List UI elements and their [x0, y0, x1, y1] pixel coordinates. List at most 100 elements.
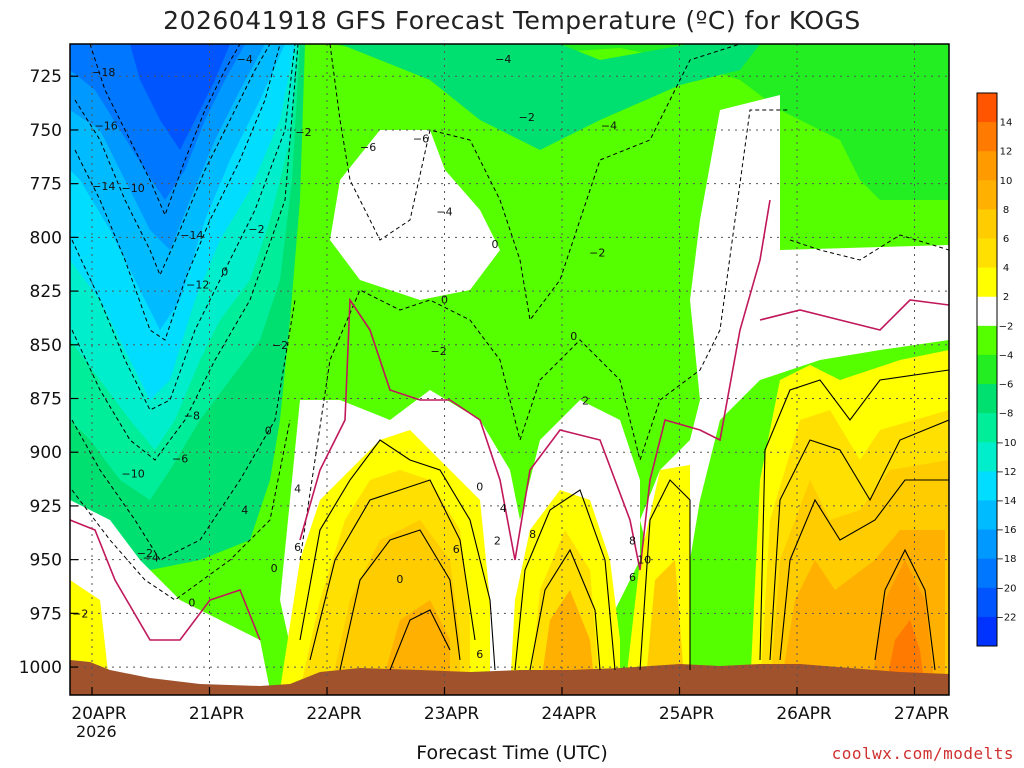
x-year-label: 2026 [76, 722, 117, 741]
colorbar-label: 14 [1000, 118, 1013, 129]
contour-zero-left [70, 519, 261, 641]
terrain-ground [70, 660, 949, 695]
contour-lines [70, 44, 949, 671]
contour-minus2-right [789, 234, 949, 261]
contour-label: 0 [265, 425, 272, 438]
colorbar-label: −4 [999, 350, 1014, 361]
contour-label: −16 [94, 120, 117, 133]
y-tick-label: 775 [30, 175, 62, 195]
contour-4-24apr [529, 548, 601, 671]
contour-label: −4 [143, 551, 159, 564]
colorbar-label: −6 [999, 380, 1014, 391]
contour-label: 6 [476, 648, 483, 661]
contour-label: 6 [453, 543, 460, 556]
contour-label: 0 [441, 294, 448, 307]
contour-label: −2 [72, 607, 88, 620]
contour-label: −4 [436, 206, 452, 219]
colorbar-label: 12 [1000, 147, 1013, 158]
contour-label: 0 [188, 597, 195, 610]
fill-white-23apr [330, 130, 500, 300]
y-tick-label: 900 [30, 443, 62, 463]
contour-label: −2 [137, 547, 153, 560]
colorbar-swatch [977, 558, 997, 589]
contour-zero-right [759, 299, 949, 331]
contour-6-26apr [779, 479, 949, 661]
contour-2-26apr [759, 369, 949, 661]
colorbar-swatch [977, 296, 997, 327]
colorbar-swatch [977, 587, 997, 618]
y-tick-label: 1000 [19, 658, 62, 678]
colorbar-swatch [977, 180, 997, 210]
colorbar-swatch [977, 413, 997, 443]
contour-label: −2 [248, 223, 264, 236]
contour-2-24apr [514, 489, 616, 671]
contour-label: −8 [184, 410, 200, 423]
colorbar-label: 4 [1003, 263, 1009, 274]
contour-label: −4 [601, 120, 617, 133]
contour-label: −10 [122, 468, 145, 481]
colorbar: 14 12 10 8 6 4 2 −2 −4 −6 −8 −10 −12 −14 −16 −18 −20 −22 [976, 92, 1017, 647]
colorbar-swatch [977, 529, 997, 560]
contour-label: 6 [294, 541, 301, 554]
plot-frame [69, 43, 950, 696]
colorbar-swatch [977, 122, 997, 152]
contour-zero-main [299, 199, 771, 571]
x-tick-label: 23APR [424, 704, 480, 724]
contour-label: −4 [237, 53, 253, 66]
contour-10-27apr [874, 548, 936, 671]
contour-minus4-upper [329, 44, 741, 322]
colorbar-swatch [977, 616, 997, 647]
contour-label: 8 [529, 528, 536, 541]
colorbar-swatch [977, 238, 997, 269]
colorbar-label: −18 [995, 554, 1016, 565]
colorbar-frame [976, 92, 998, 647]
contour-label: −6 [360, 141, 376, 154]
contour-label: 0 [396, 573, 403, 586]
contour-label: −4 [495, 53, 511, 66]
colorbar-swatch [977, 209, 997, 240]
fill-minus4-upper [300, 44, 949, 200]
contour-label: 4 [500, 502, 507, 515]
colorbar-swatch [977, 500, 997, 531]
contour-label: 0 [271, 562, 278, 575]
colorbar-label: −14 [995, 496, 1016, 507]
y-tick-label: 925 [30, 497, 62, 517]
color-fill-layer [70, 44, 949, 695]
x-tick-label: 25APR [659, 704, 715, 724]
colorbar-label: −8 [999, 409, 1014, 420]
colorbar-label: 6 [1003, 234, 1009, 245]
contour-label: 8 [629, 534, 636, 547]
x-tick-label: 21APR [189, 704, 245, 724]
contour-label: −2 [519, 111, 535, 124]
contour-2 [299, 439, 496, 671]
contour-label: 0 [492, 238, 499, 251]
contour-minus12 [71, 44, 296, 411]
x-axis: 20APR 21APR 22APR 23APR 24APR 25APR 26APR 27APR [71, 687, 949, 724]
contour-minus2 [299, 109, 790, 561]
colorbar-swatch [977, 384, 997, 414]
contour-label: −2 [431, 345, 447, 358]
contour-label: −14 [92, 180, 115, 193]
contour-6 [339, 529, 461, 671]
y-tick-label: 975 [30, 604, 62, 624]
contour-label: 2 [582, 395, 589, 408]
y-tick-label: 800 [30, 228, 62, 248]
x-tick-label: 22APR [306, 704, 362, 724]
contour-8 [389, 609, 451, 671]
fill-minus6-upper [340, 44, 760, 150]
fill-minus20 [130, 44, 230, 150]
contour-label: 0 [476, 481, 483, 494]
x-tick-label: 26APR [776, 704, 832, 724]
y-axis: 725 750 775 800 825 850 875 900 925 950 975 1000 [19, 67, 78, 678]
contour-label: 0 [570, 330, 577, 343]
x-tick-label: 24APR [541, 704, 597, 724]
y-tick-label: 850 [30, 336, 62, 356]
x-tick-label: 20APR [71, 704, 127, 724]
x-axis-title: Forecast Time (UTC) [416, 742, 608, 764]
contour-2-25apr [639, 479, 691, 671]
contour-label: −18 [92, 66, 115, 79]
credit-link[interactable]: coolwx.com/modelts [831, 744, 1014, 763]
colorbar-label: −22 [995, 612, 1016, 623]
x-tick-label: 27APR [894, 704, 950, 724]
contour-label: −6 [413, 133, 429, 146]
